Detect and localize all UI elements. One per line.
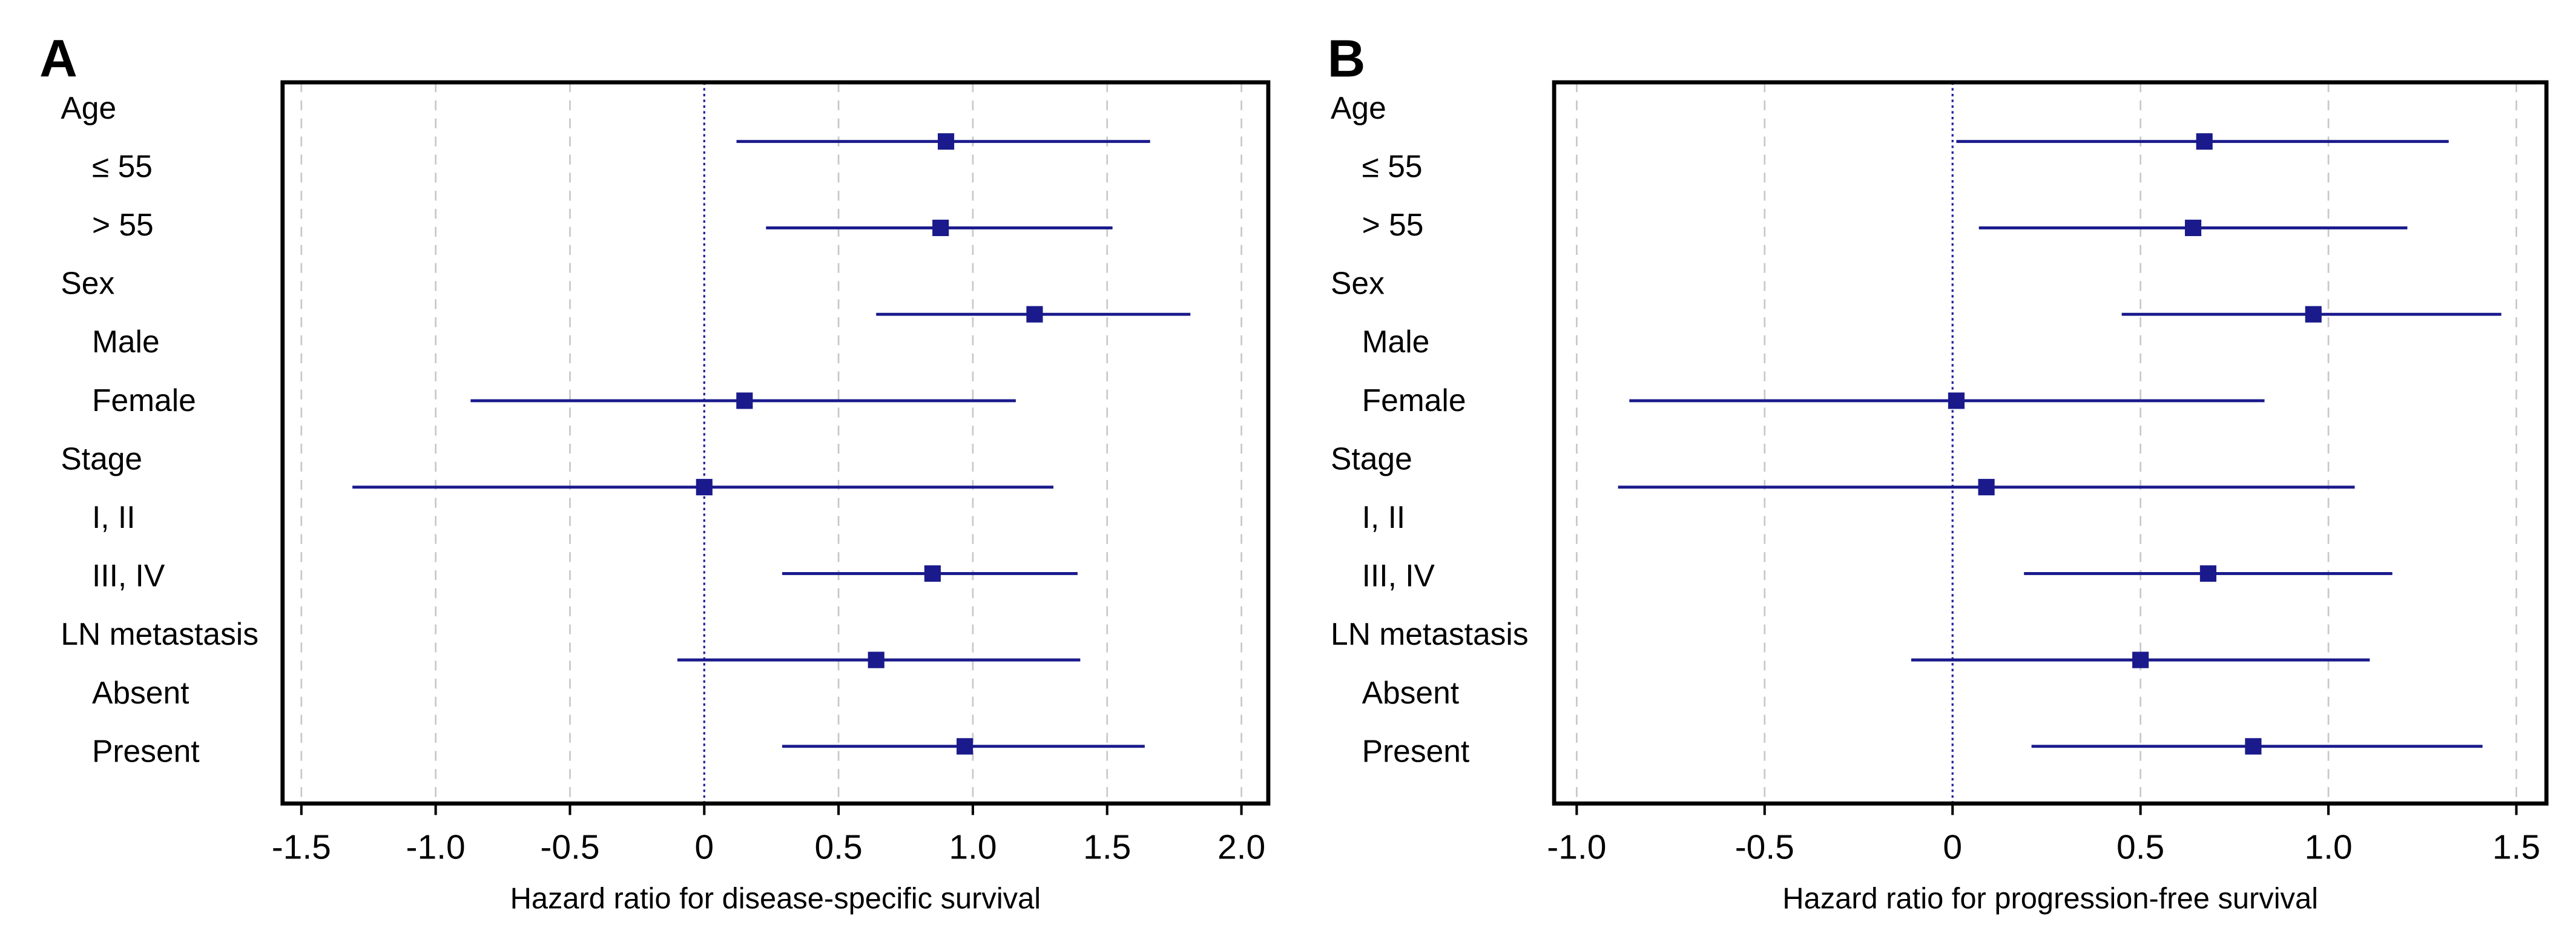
group-label: Age	[61, 90, 116, 125]
point-estimate	[932, 219, 949, 237]
panel-label: B	[1328, 29, 1366, 88]
x-tick-label: 0	[1943, 828, 1962, 866]
point-estimate	[696, 479, 713, 496]
group-label: Sex	[1331, 266, 1385, 301]
row-label: I, II	[92, 499, 136, 535]
point-estimate	[1948, 392, 1965, 409]
group-label: LN metastasis	[1331, 616, 1529, 651]
row-label: Female	[1362, 383, 1466, 418]
x-tick-label: 0	[694, 828, 714, 866]
row-label: Male	[92, 324, 160, 359]
row-label: Present	[1362, 733, 1470, 768]
point-estimate	[2184, 219, 2202, 237]
point-estimate	[736, 392, 753, 409]
point-estimate	[868, 651, 884, 668]
row-label: Female	[92, 383, 196, 418]
row-label: III, IV	[1362, 558, 1435, 593]
row-label: Male	[1362, 324, 1430, 359]
point-estimate	[924, 565, 941, 582]
x-axis-title: Hazard ratio for disease-specific surviv…	[510, 882, 1041, 915]
row-label: ≤ 55	[92, 148, 153, 183]
x-tick-label: 1.5	[2492, 828, 2540, 866]
row-label: > 55	[92, 207, 154, 242]
point-estimate	[2245, 738, 2262, 755]
row-label: Absent	[92, 675, 189, 710]
group-label: Stage	[1331, 441, 1412, 476]
plot-frame	[1552, 80, 2549, 806]
row-label: I, II	[1362, 499, 1406, 535]
point-estimate	[2199, 565, 2216, 582]
row-label: III, IV	[92, 558, 165, 593]
x-tick-label: -1.5	[272, 828, 331, 866]
group-label: Stage	[61, 441, 142, 476]
x-axis-title: Hazard ratio for progression-free surviv…	[1782, 882, 2318, 915]
x-tick-label: -1.0	[406, 828, 466, 866]
row-label: Present	[92, 733, 200, 768]
group-label: LN metastasis	[61, 616, 259, 651]
group-label: Age	[1331, 90, 1386, 125]
point-estimate	[937, 133, 955, 150]
row-label: ≤ 55	[1362, 148, 1423, 183]
row-label: Absent	[1362, 675, 1459, 710]
point-estimate	[1978, 479, 1995, 496]
x-tick-label: 1.5	[1083, 828, 1131, 866]
panel-label: A	[39, 29, 77, 88]
x-tick-label: 2.0	[1217, 828, 1265, 866]
x-tick-label: 1.0	[949, 828, 996, 866]
x-tick-label: -1.0	[1547, 828, 1606, 866]
x-tick-label: 0.5	[2116, 828, 2164, 866]
x-tick-label: -0.5	[540, 828, 599, 866]
point-estimate	[2305, 306, 2322, 323]
x-tick-label: -0.5	[1735, 828, 1794, 866]
group-label: Sex	[61, 266, 114, 301]
row-label: > 55	[1362, 207, 1424, 242]
x-tick-label: 0.5	[814, 828, 862, 866]
plot-frame	[280, 80, 1271, 806]
point-estimate	[1026, 306, 1043, 323]
point-estimate	[2132, 651, 2149, 668]
x-tick-label: 1.0	[2304, 828, 2352, 866]
point-estimate	[957, 738, 973, 755]
point-estimate	[2196, 133, 2213, 150]
